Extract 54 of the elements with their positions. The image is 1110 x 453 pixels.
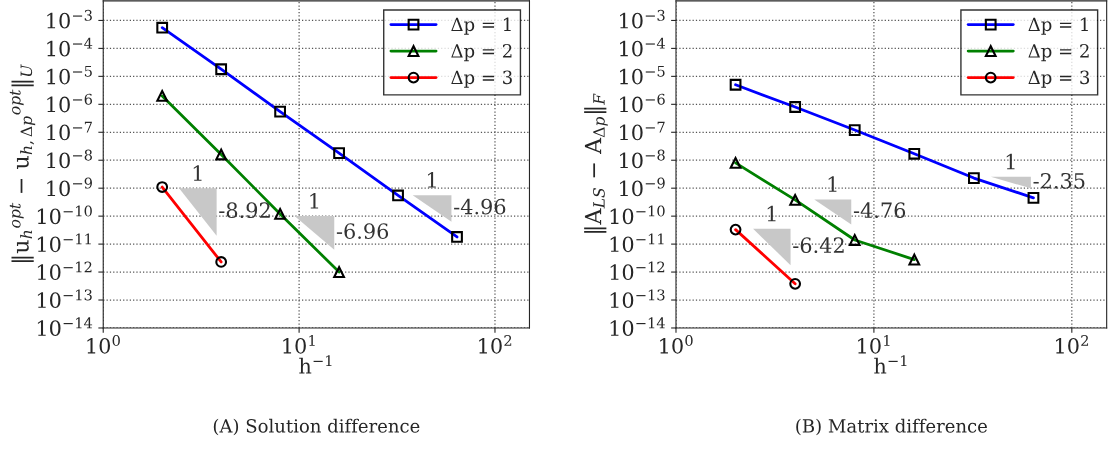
annotation: -6.96: [336, 223, 389, 239]
annotation: -6.42: [793, 237, 844, 254]
y-tick-label: 10$^{−10}$: [610, 205, 665, 225]
x-tick-label: 10$^{1}$: [283, 334, 315, 354]
legend-label: Δp = 1: [1028, 17, 1088, 35]
x-axis-title: h$^{−1}$: [299, 355, 332, 374]
annotation: 1: [310, 193, 319, 209]
y-tick-label: 10$^{−8}$: [620, 149, 665, 169]
annotation: 1: [427, 172, 436, 188]
y-tick-label: 10$^{−9}$: [620, 177, 665, 197]
text: (A) Solution difference: [213, 418, 420, 436]
legend-label: Δp = 2: [1028, 43, 1089, 62]
y-tick-label: 10$^{−5}$: [620, 65, 665, 85]
x-tick-label: 10$^{2}$: [479, 334, 512, 354]
y-tick-label: 10$^{−11}$: [37, 233, 91, 253]
y-tick-label: 10$^{−6}$: [47, 93, 93, 113]
x-axis-title: h$^{−1}$: [874, 355, 907, 374]
y-tick-label: 10$^{−11}$: [610, 233, 664, 253]
y-tick-label: 10$^{−13}$: [610, 289, 665, 309]
y-tick-label: 10$^{−7}$: [47, 121, 92, 141]
x-tick-label: 10$^{0}$: [660, 334, 693, 354]
annotation: -2.35: [1033, 172, 1085, 189]
annotation: 1: [193, 165, 202, 181]
y-tick-label: 10$^{−4}$: [47, 37, 93, 57]
y-tick-label: 10$^{−3}$: [47, 9, 92, 29]
y-tick-label: 10$^{−7}$: [620, 121, 665, 141]
y-tick-label: 10$^{−12}$: [610, 261, 665, 281]
legend-label: Δp = 2: [451, 43, 512, 62]
annotation: -4.96: [454, 198, 506, 215]
legend-label: Δp = 3: [1028, 70, 1090, 88]
legend-label: Δp = 3: [451, 70, 512, 88]
y-tick-label: 10$^{−5}$: [47, 65, 92, 85]
y-tick-label: 10$^{−9}$: [47, 177, 92, 197]
y-tick-label: 10$^{−13}$: [37, 289, 92, 309]
y-tick-label: 10$^{−14}$: [610, 317, 665, 337]
annotation: 1: [767, 205, 776, 222]
legend-label: Δp = 1: [451, 17, 511, 35]
text: (B) Matrix difference: [796, 418, 987, 436]
y-tick-label: 10$^{−6}$: [620, 93, 665, 113]
y-tick-label: 10$^{−8}$: [47, 149, 92, 169]
x-tick-label: 10$^{1}$: [858, 334, 890, 354]
y-axis-title: ‖A$_{LS}$ − A$_{Δp}$‖$_{F}$: [584, 93, 608, 233]
y-tick-label: 10$^{−4}$: [620, 37, 665, 57]
y-tick-label: 10$^{−12}$: [37, 261, 92, 281]
annotation: -8.92: [219, 202, 270, 219]
y-axis-title: ‖u$_{h}$$^{opt}$ − u$_{h,Δp}$$^{opt}$‖$_{U}$: [9, 64, 36, 263]
y-tick-label: 10$^{−10}$: [37, 205, 92, 225]
annotation: 1: [1006, 153, 1015, 170]
y-tick-label: 10$^{−3}$: [620, 9, 665, 29]
annotation: 1: [828, 176, 837, 192]
x-tick-label: 10$^{2}$: [1056, 334, 1089, 354]
y-tick-label: 10$^{−14}$: [37, 317, 93, 337]
x-tick-label: 10$^{0}$: [87, 334, 120, 354]
annotation: -4.76: [853, 202, 906, 219]
